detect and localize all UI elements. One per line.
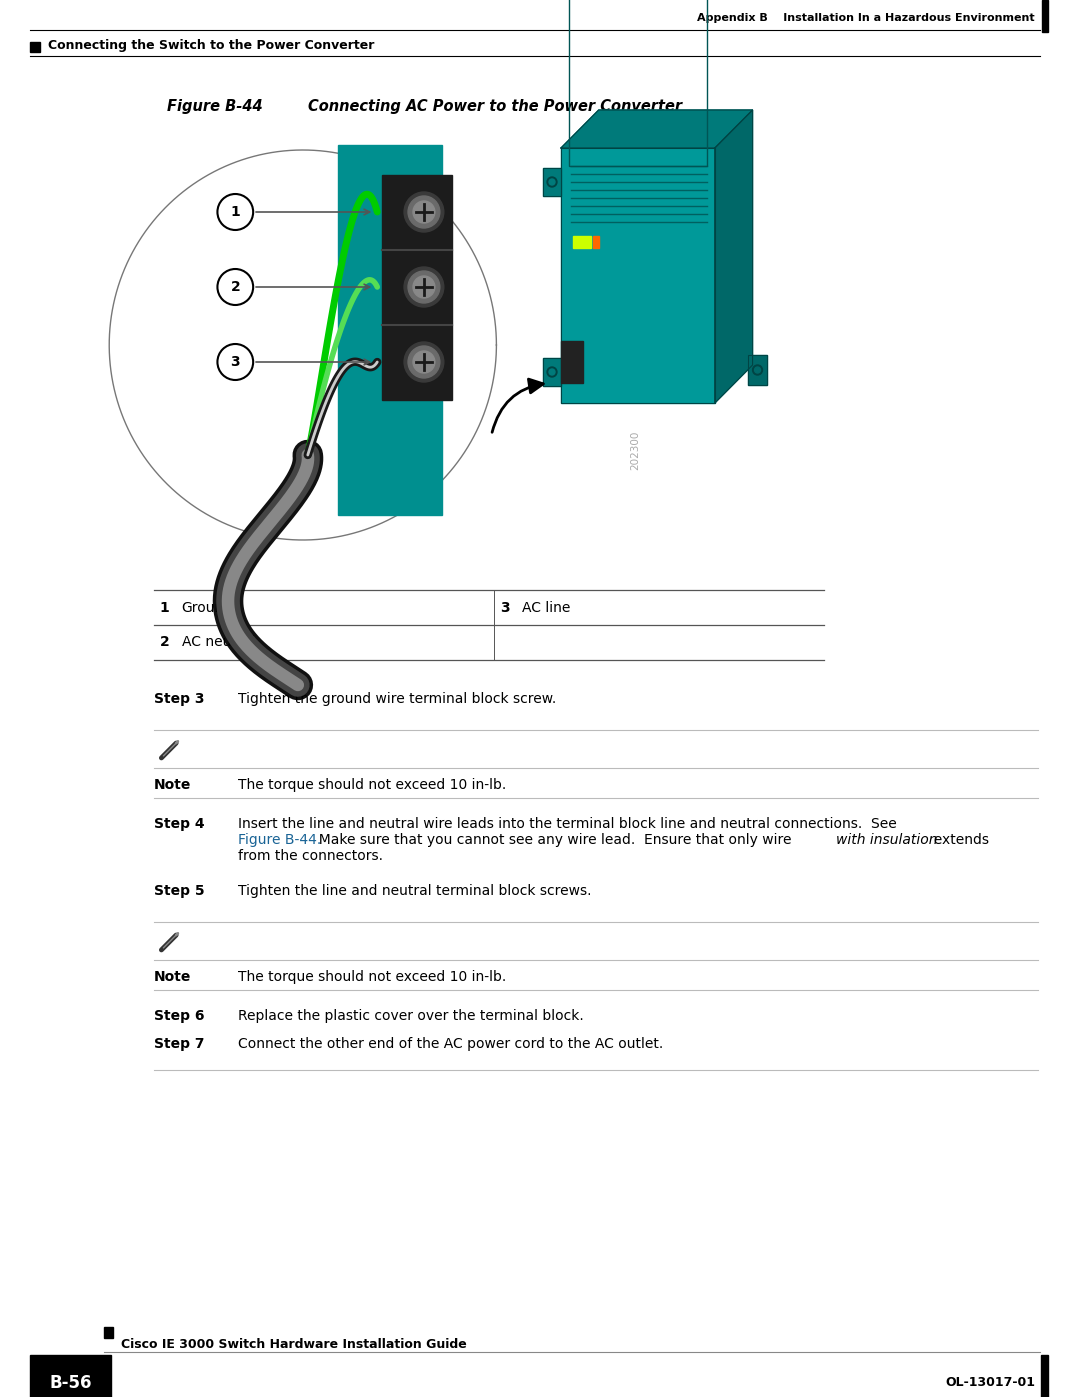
Text: 2: 2: [160, 636, 170, 650]
Bar: [572, 236, 591, 249]
Bar: [30, 1355, 111, 1397]
Bar: [1041, 1355, 1049, 1397]
Text: Tighten the line and neutral terminal block screws.: Tighten the line and neutral terminal bl…: [239, 884, 592, 898]
Text: OL-13017-01: OL-13017-01: [945, 1376, 1036, 1390]
Bar: [593, 236, 598, 249]
Circle shape: [413, 201, 435, 224]
Text: from the connectors.: from the connectors.: [239, 849, 383, 863]
Text: AC neutral: AC neutral: [181, 636, 255, 650]
Circle shape: [548, 367, 557, 377]
Circle shape: [217, 270, 253, 305]
Circle shape: [408, 346, 440, 379]
Bar: [382, 250, 451, 326]
Text: Connecting the Switch to the Power Converter: Connecting the Switch to the Power Conve…: [48, 39, 374, 52]
Circle shape: [404, 342, 444, 381]
Text: Tighten the ground wire terminal block screw.: Tighten the ground wire terminal block s…: [239, 692, 556, 705]
Text: extends: extends: [926, 833, 989, 847]
Circle shape: [413, 277, 435, 298]
Circle shape: [549, 369, 555, 374]
Bar: [543, 358, 561, 386]
Text: Step 5: Step 5: [153, 884, 204, 898]
Circle shape: [408, 271, 440, 303]
Circle shape: [217, 194, 253, 231]
Bar: [105, 1327, 113, 1338]
Text: Connect the other end of the AC power cord to the AC outlet.: Connect the other end of the AC power co…: [239, 1037, 663, 1051]
Bar: [747, 355, 768, 386]
Bar: [338, 145, 442, 515]
Text: The torque should not exceed 10 in-lb.: The torque should not exceed 10 in-lb.: [239, 778, 507, 792]
Text: Step 6: Step 6: [153, 1009, 204, 1023]
Text: Make sure that you cannot see any wire lead.  Ensure that only wire: Make sure that you cannot see any wire l…: [310, 833, 796, 847]
Text: 1: 1: [230, 205, 240, 219]
Text: 3: 3: [500, 601, 510, 615]
Circle shape: [408, 196, 440, 228]
Text: Insert the line and neutral wire leads into the terminal block line and neutral : Insert the line and neutral wire leads i…: [239, 817, 897, 831]
Circle shape: [549, 179, 555, 184]
Text: 1: 1: [160, 601, 170, 615]
Text: Appendix B    Installation In a Hazardous Environment: Appendix B Installation In a Hazardous E…: [697, 13, 1035, 22]
Circle shape: [404, 191, 444, 232]
Text: Figure B-44: Figure B-44: [166, 99, 262, 113]
Text: Step 4: Step 4: [153, 817, 204, 831]
Bar: [747, 355, 768, 386]
Text: B-56: B-56: [50, 1375, 92, 1391]
Text: Connecting AC Power to the Power Converter: Connecting AC Power to the Power Convert…: [308, 99, 681, 113]
Text: Step 7: Step 7: [153, 1037, 204, 1051]
Bar: [30, 42, 40, 52]
Bar: [543, 168, 561, 196]
Polygon shape: [561, 148, 715, 402]
Circle shape: [548, 177, 557, 187]
Text: Ground: Ground: [181, 601, 233, 615]
Text: 3: 3: [230, 355, 240, 369]
Text: The torque should not exceed 10 in-lb.: The torque should not exceed 10 in-lb.: [239, 970, 507, 983]
Circle shape: [755, 367, 760, 373]
Bar: [561, 341, 583, 383]
Circle shape: [404, 267, 444, 307]
Bar: [1042, 0, 1049, 32]
Bar: [382, 175, 451, 250]
Bar: [543, 168, 561, 196]
Text: 2: 2: [230, 279, 240, 293]
Circle shape: [217, 344, 253, 380]
Text: with insulation: with insulation: [836, 833, 937, 847]
Bar: [543, 358, 561, 386]
Text: Cisco IE 3000 Switch Hardware Installation Guide: Cisco IE 3000 Switch Hardware Installati…: [121, 1337, 467, 1351]
Polygon shape: [715, 110, 753, 402]
Circle shape: [413, 351, 435, 373]
Text: 202300: 202300: [631, 430, 640, 469]
Bar: [382, 326, 451, 400]
Text: Note: Note: [153, 970, 191, 983]
Text: AC line: AC line: [523, 601, 570, 615]
Polygon shape: [561, 110, 753, 148]
Text: Figure B-44.: Figure B-44.: [239, 833, 322, 847]
Text: Replace the plastic cover over the terminal block.: Replace the plastic cover over the termi…: [239, 1009, 584, 1023]
Text: Step 3: Step 3: [153, 692, 204, 705]
Bar: [569, 0, 707, 166]
Text: Note: Note: [153, 778, 191, 792]
Circle shape: [753, 365, 762, 374]
